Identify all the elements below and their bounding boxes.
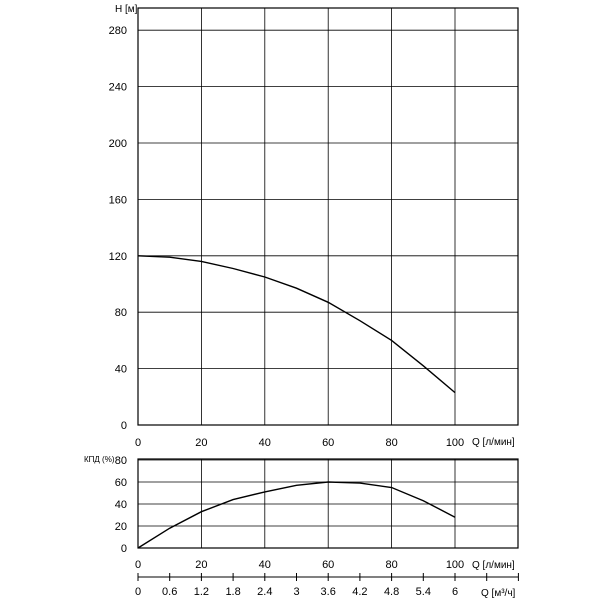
flow-m3h-ticks: 0 0.6 1.2 1.8 2.4 3 3.6 4.2 4.8 5.4 6 bbox=[135, 573, 519, 598]
head-x-tick-label: 100 bbox=[446, 437, 464, 449]
efficiency-x-axis-label: Q [л/мин] bbox=[472, 560, 515, 571]
head-y-tick-label: 200 bbox=[109, 138, 127, 150]
efficiency-y-tick-label: 40 bbox=[115, 499, 127, 511]
head-y-tick-label: 40 bbox=[115, 364, 127, 376]
head-x-tick-label: 20 bbox=[195, 437, 207, 449]
flow-m3h-tick-label: 4.8 bbox=[384, 586, 399, 598]
flow-m3h-axis: 0 0.6 1.2 1.8 2.4 3 3.6 4.2 4.8 5.4 6 Q [м³/ч] bbox=[135, 573, 519, 599]
head-y-tick-label: 80 bbox=[115, 307, 127, 319]
head-gridlines bbox=[137, 8, 518, 426]
flow-m3h-tick-label: 3.6 bbox=[321, 586, 336, 598]
flow-m3h-tick-label: 5.4 bbox=[416, 586, 431, 598]
head-y-tick-label: 160 bbox=[109, 194, 127, 206]
head-y-tick-label: 240 bbox=[109, 82, 127, 94]
efficiency-chart: 0 20 40 60 80 0 20 40 60 80 100 КПД (%) Q [л/мин] bbox=[84, 455, 519, 571]
efficiency-y-tick-label: 60 bbox=[115, 477, 127, 489]
efficiency-y-tick-label: 80 bbox=[115, 455, 127, 467]
head-x-tick-label: 40 bbox=[259, 437, 271, 449]
efficiency-x-tick-label: 20 bbox=[195, 559, 207, 571]
efficiency-x-tick-label: 40 bbox=[259, 559, 271, 571]
flow-m3h-tick-label: 0.6 bbox=[162, 586, 177, 598]
head-y-tick-label: 120 bbox=[109, 251, 127, 263]
efficiency-x-ticks: 0 20 40 60 80 100 bbox=[135, 559, 464, 571]
flow-m3h-axis-label: Q [м³/ч] bbox=[481, 588, 516, 599]
flow-m3h-tick-label: 1.8 bbox=[225, 586, 240, 598]
efficiency-x-tick-label: 100 bbox=[446, 559, 464, 571]
head-curve bbox=[137, 255, 456, 394]
efficiency-curve bbox=[137, 481, 456, 549]
head-x-tick-label: 0 bbox=[135, 437, 141, 449]
efficiency-gridlines bbox=[137, 459, 518, 549]
efficiency-x-tick-label: 0 bbox=[135, 559, 141, 571]
flow-m3h-tick-label: 1.2 bbox=[194, 586, 209, 598]
efficiency-y-tick-label: 20 bbox=[115, 521, 127, 533]
efficiency-y-ticks: 0 20 40 60 80 bbox=[115, 455, 127, 555]
flow-m3h-tick-label: 4.2 bbox=[352, 586, 367, 598]
head-plot-frame bbox=[137, 7, 519, 426]
head-y-axis-label: H [м] bbox=[115, 4, 138, 15]
flow-m3h-tick-label: 6 bbox=[452, 586, 458, 598]
head-x-ticks: 0 20 40 60 80 100 bbox=[135, 437, 464, 449]
efficiency-x-tick-label: 60 bbox=[322, 559, 334, 571]
efficiency-y-tick-label: 0 bbox=[121, 543, 127, 555]
head-x-tick-label: 60 bbox=[322, 437, 334, 449]
head-x-tick-label: 80 bbox=[385, 437, 397, 449]
head-x-axis-label: Q [л/мин] bbox=[472, 437, 515, 448]
flow-m3h-tick-label: 2.4 bbox=[257, 586, 272, 598]
head-y-tick-label: 280 bbox=[109, 25, 127, 37]
flow-m3h-tick-label: 0 bbox=[135, 586, 141, 598]
head-y-ticks: 0 40 80 120 160 200 240 280 bbox=[109, 25, 127, 432]
efficiency-plot-frame bbox=[137, 458, 519, 549]
head-y-tick-label: 0 bbox=[121, 420, 127, 432]
flow-m3h-tick-label: 3 bbox=[293, 586, 299, 598]
efficiency-x-tick-label: 80 bbox=[385, 559, 397, 571]
efficiency-y-axis-label: КПД (%) bbox=[84, 455, 115, 464]
